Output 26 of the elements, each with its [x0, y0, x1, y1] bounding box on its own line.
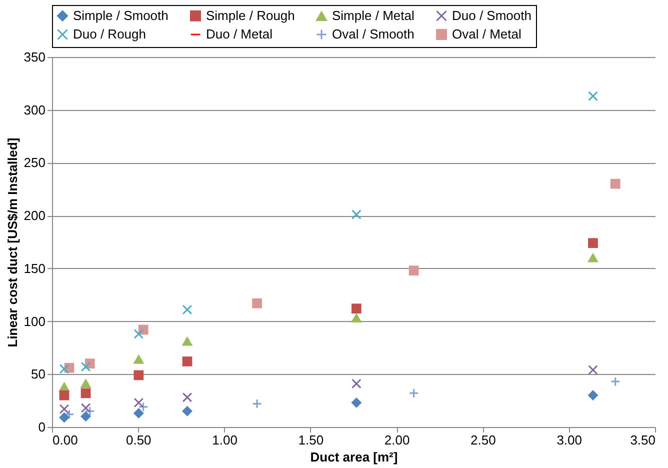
x-tick-label: 3.00 [556, 432, 582, 448]
x-tick-label: 0.50 [126, 432, 152, 448]
legend-label: Oval / Smooth [332, 26, 414, 42]
x-tick-label: 1.00 [212, 432, 238, 448]
y-tick-label: 250 [24, 155, 46, 170]
y-tick-label: 300 [24, 102, 46, 118]
y-tick-label: 50 [31, 366, 46, 382]
x-tick-label: 0.00 [52, 432, 78, 448]
y-axis-title: Linear cost duct [US$/m Installed] [4, 138, 20, 348]
y-tick-label: 350 [24, 50, 46, 64]
legend-label: Simple / Metal [332, 8, 414, 24]
x-tick-label: 2.00 [384, 432, 410, 448]
legend-label: Duo / Smooth [452, 8, 532, 23]
y-tick-label: 0 [38, 420, 46, 434]
legend-label: Simple / Rough [206, 8, 295, 23]
x-tick-label: 1.50 [298, 432, 324, 448]
y-tick-label: 200 [24, 208, 46, 224]
legend-label: Simple / Smooth [73, 8, 168, 23]
legend-label: Oval / Metal [452, 26, 522, 42]
x-tick-label: 2.50 [470, 432, 496, 448]
y-tick-label: 100 [24, 314, 46, 329]
legend-label: Duo / Metal [206, 26, 273, 42]
y-tick-label: 150 [24, 260, 46, 276]
x-tick-label: 3.50 [630, 432, 656, 448]
x-axis-title: Duct area [m²] [310, 450, 398, 464]
legend-label: Duo / Rough [73, 26, 146, 42]
